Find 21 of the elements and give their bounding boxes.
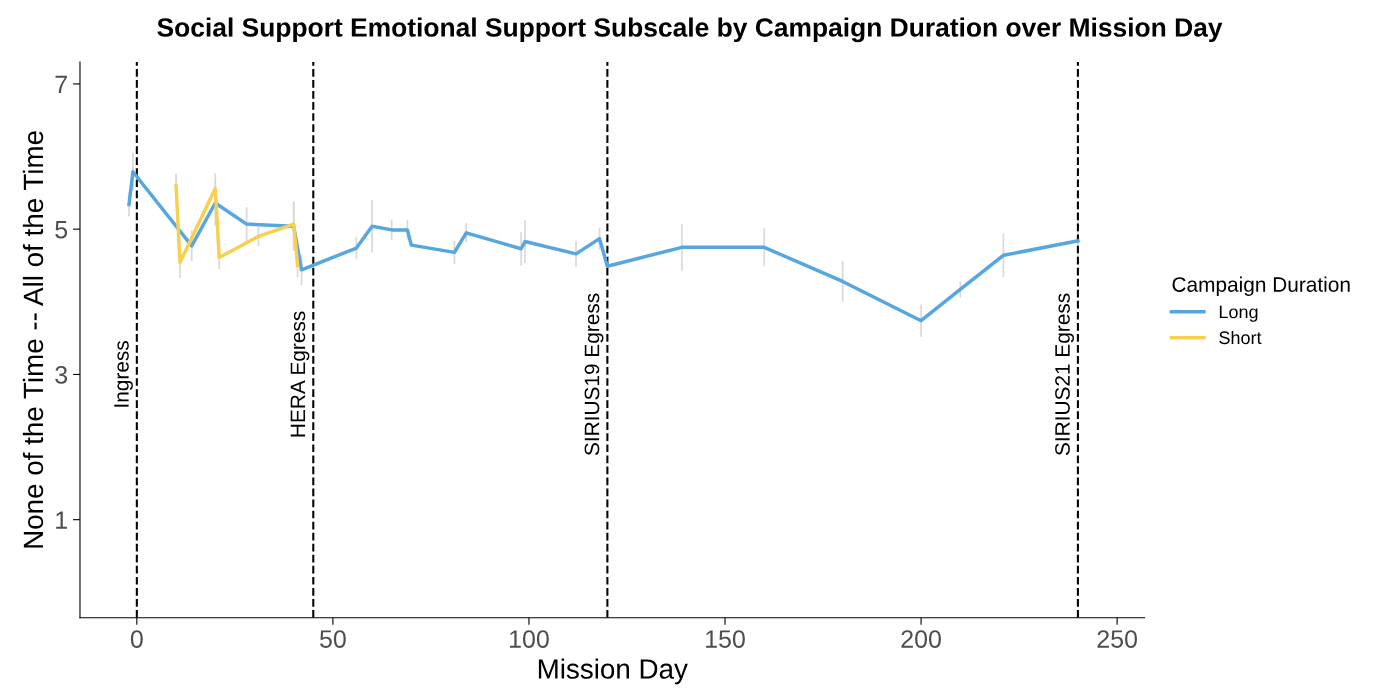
legend-title: Campaign Duration: [1172, 276, 1350, 296]
chart-title: Social Support Emotional Support Subscale by Campaign Duration over Mission Day: [157, 17, 1223, 43]
y-tick-label: 3: [55, 366, 68, 384]
x-tick-label: 50: [319, 630, 346, 648]
x-axis-title: Mission Day: [538, 658, 688, 685]
x-tick-label: 100: [510, 630, 549, 648]
x-tick-label: 200: [901, 630, 941, 648]
y-axis-title: None of the Time -- All of the Time: [22, 131, 44, 548]
line-series: [174, 183, 300, 268]
legend-label: Short: [1219, 330, 1262, 345]
legend-label: Long: [1219, 305, 1258, 322]
x-tick-label: 250: [1097, 630, 1137, 648]
y-tick-label: 5: [55, 221, 68, 239]
ref-line-label: Ingress: [114, 341, 133, 407]
ref-line-label: SIRIUS19 Egress: [584, 293, 604, 456]
ref-line-label: HERA Egress: [290, 311, 310, 437]
x-tick-label: 0: [130, 630, 143, 648]
ref-line-label: SIRIUS21 Egress: [1055, 293, 1074, 456]
y-tick-label: 7: [55, 75, 67, 93]
x-tick-label: 150: [706, 630, 745, 648]
y-tick-label: 1: [56, 511, 67, 529]
